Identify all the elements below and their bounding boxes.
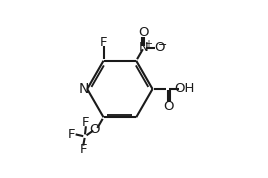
Text: OH: OH [174, 82, 194, 96]
Text: O: O [90, 123, 100, 136]
Text: N: N [139, 41, 148, 54]
Text: O: O [139, 26, 149, 39]
Text: O: O [163, 100, 174, 113]
Text: F: F [80, 143, 87, 156]
Text: F: F [82, 116, 90, 129]
Text: −: − [158, 40, 168, 49]
Text: +: + [144, 39, 152, 49]
Text: F: F [100, 36, 107, 49]
Text: N: N [78, 82, 88, 96]
Text: O: O [154, 41, 165, 54]
Text: F: F [68, 128, 75, 141]
